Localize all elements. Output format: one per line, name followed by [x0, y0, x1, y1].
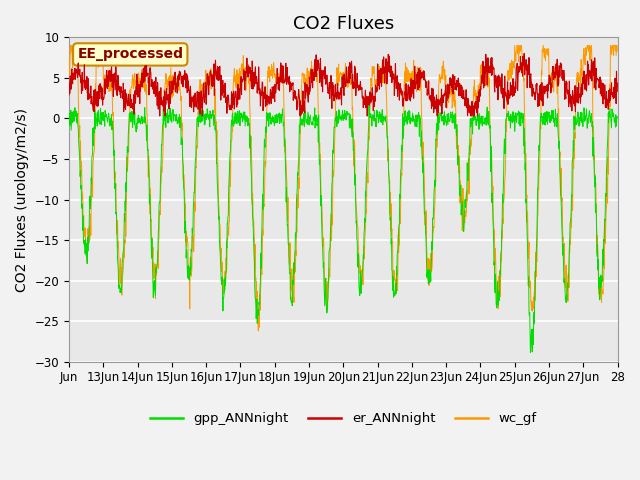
- Y-axis label: CO2 Fluxes (urology/m2/s): CO2 Fluxes (urology/m2/s): [15, 108, 29, 291]
- Text: EE_processed: EE_processed: [77, 48, 183, 61]
- Title: CO2 Fluxes: CO2 Fluxes: [292, 15, 394, 33]
- Legend: gpp_ANNnight, er_ANNnight, wc_gf: gpp_ANNnight, er_ANNnight, wc_gf: [145, 407, 542, 431]
